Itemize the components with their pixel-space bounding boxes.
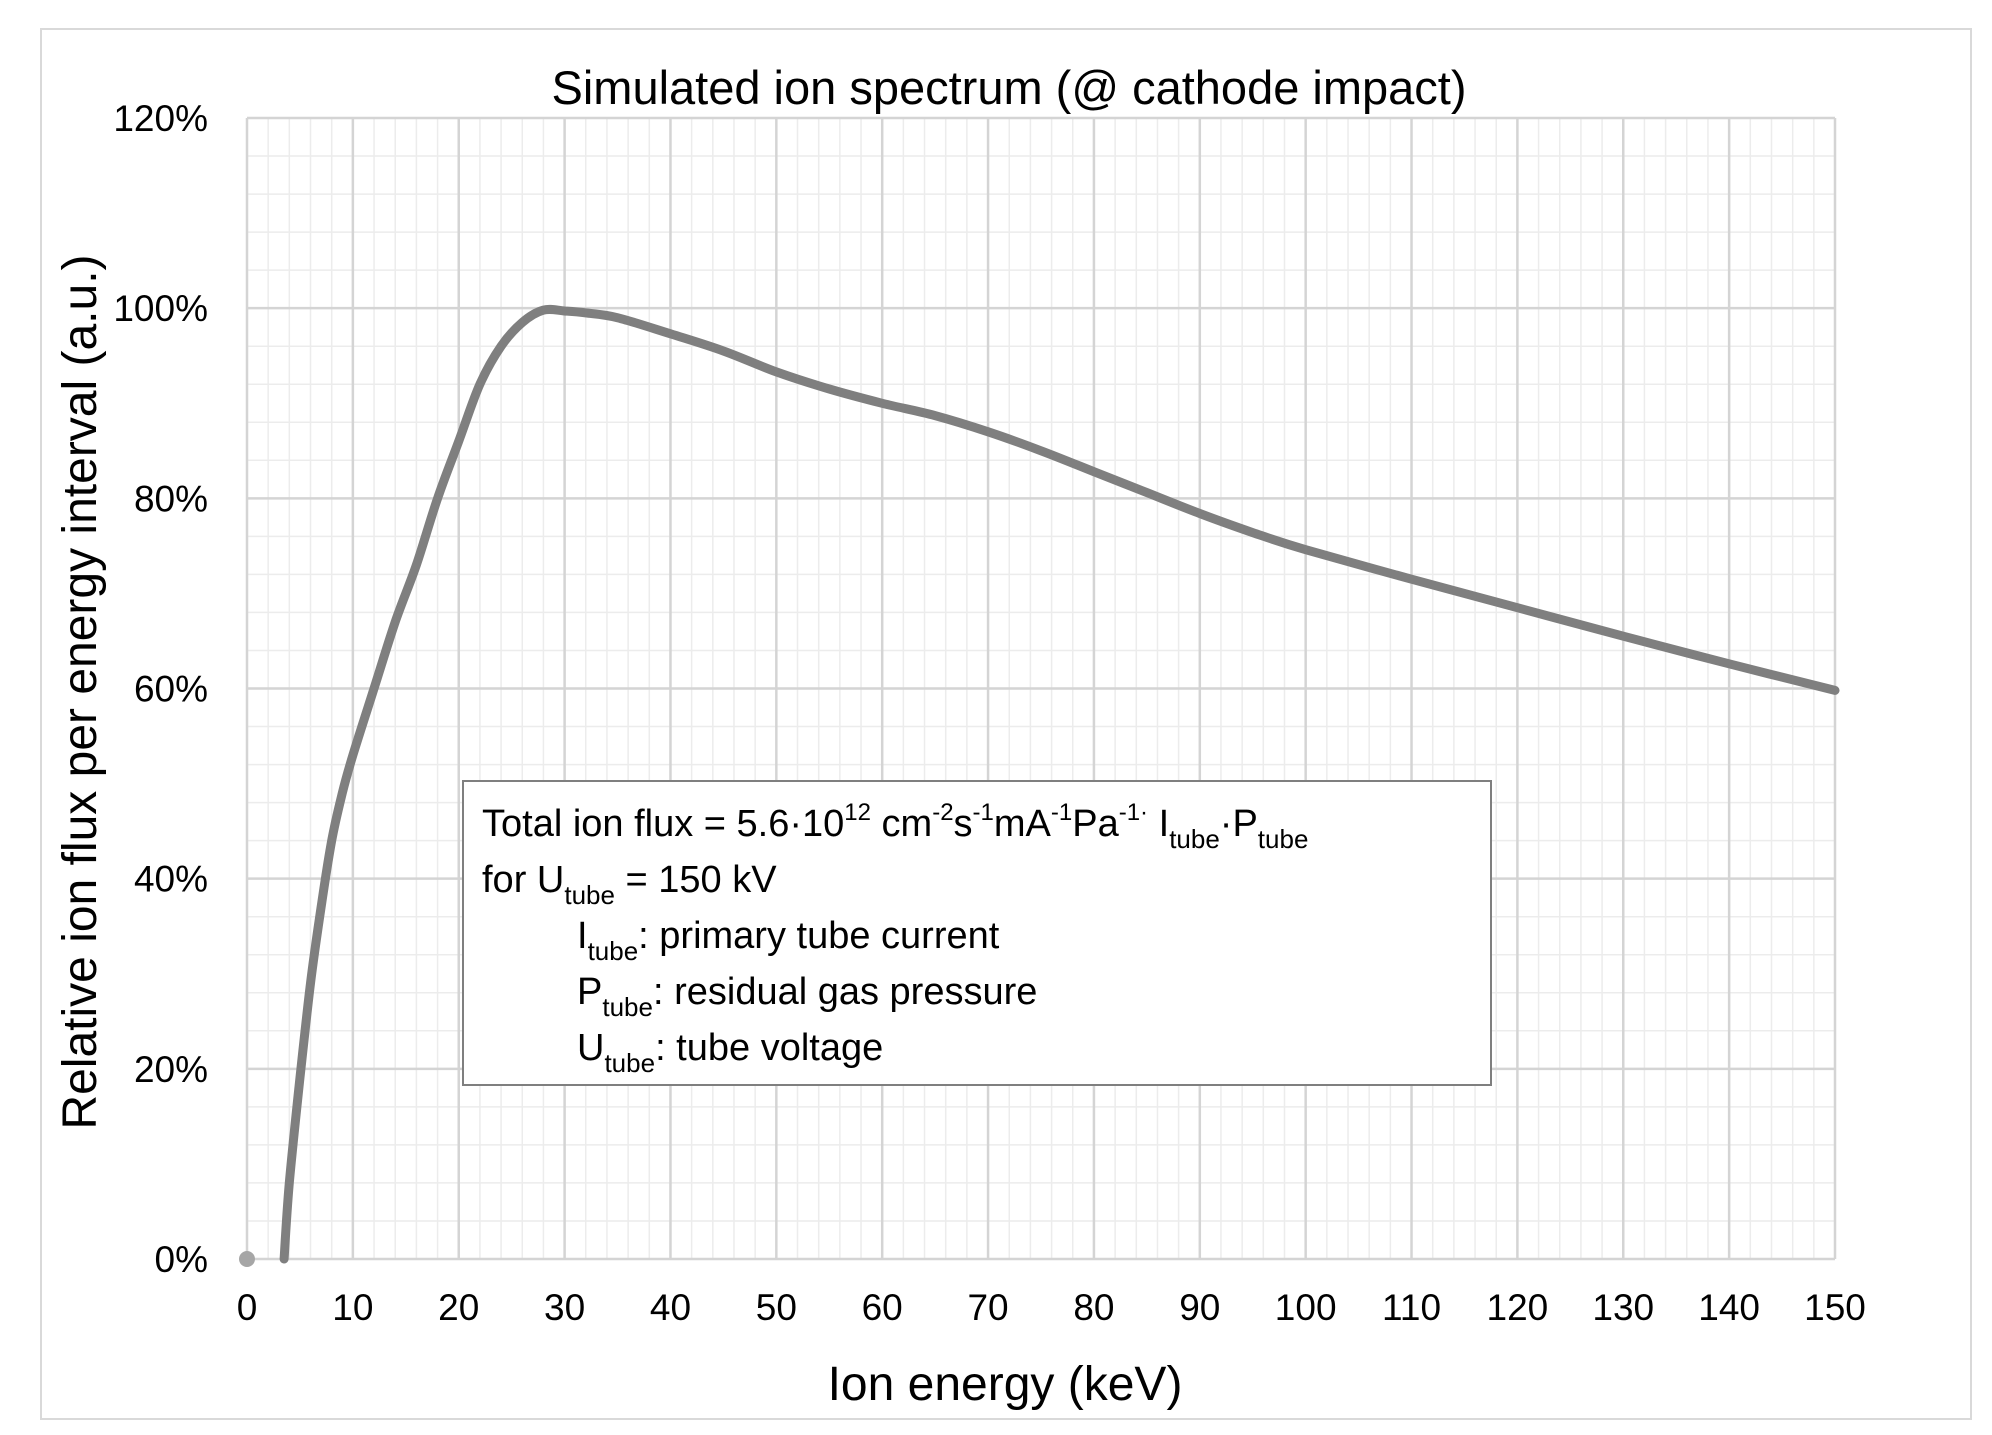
flux-sym1: I	[1148, 803, 1170, 845]
annotation-line-total-flux: Total ion flux = 5.6·1012 cm-2s-1mA-1Pa-…	[482, 796, 1472, 854]
x-axis-label: Ion energy (keV)	[828, 1358, 1183, 1411]
x-tick-label: 10	[332, 1287, 373, 1328]
series-line	[279, 304, 1840, 1264]
flux-unit3: mA	[993, 803, 1051, 845]
voltage-suffix: = 150 kV	[614, 859, 777, 901]
flux-mid: ·P	[1219, 803, 1258, 845]
y-tick-label: 80%	[134, 478, 208, 519]
x-tick-label: 120	[1487, 1287, 1549, 1328]
pressure-sub: tube	[602, 992, 653, 1022]
flux-exp2: -2	[932, 799, 954, 826]
current-sub: tube	[587, 936, 639, 966]
x-tick-label: 40	[650, 1287, 691, 1328]
y-axis-tick-labels: 0% 20% 40% 60% 80% 100% 120%	[113, 98, 208, 1280]
y-tick-label: 120%	[113, 98, 208, 139]
x-tick-label: 0	[237, 1287, 258, 1328]
x-tick-label: 100	[1275, 1287, 1337, 1328]
origin-marker-point	[239, 1251, 255, 1267]
flux-unit2: s	[953, 803, 973, 845]
x-tick-label: 110	[1382, 1287, 1441, 1328]
flux-exp5: -1·	[1118, 799, 1149, 826]
flux-unit4: Pa	[1072, 803, 1119, 845]
y-tick-label: 60%	[134, 669, 208, 710]
x-axis-tick-labels: 0 10 20 30 40 50 60 70 80 90 100 110 120 130 140 150	[237, 1287, 1866, 1328]
flux-sub1: tube	[1169, 824, 1220, 854]
x-tick-label: 50	[756, 1287, 797, 1328]
flux-sub2: tube	[1257, 824, 1309, 854]
pressure-text: : residual gas pressure	[652, 971, 1038, 1013]
x-tick-label: 60	[862, 1287, 903, 1328]
x-tick-label: 90	[1179, 1287, 1220, 1328]
y-tick-label: 20%	[134, 1049, 208, 1090]
flux-exp4: -1	[1050, 799, 1073, 826]
y-axis-label: Relative ion flux per energy interval (a…	[54, 254, 107, 1129]
y-tick-label: 100%	[113, 288, 208, 329]
current-sym: I	[577, 915, 588, 957]
annotation-line-voltage: for Utube = 150 kV	[482, 852, 1472, 908]
annotation-line-tube-voltage: Utube: tube voltage	[482, 1020, 1472, 1076]
x-tick-label: 70	[967, 1287, 1008, 1328]
flux-unit1: cm	[870, 803, 933, 845]
flux-exp1: 12	[844, 799, 871, 826]
x-tick-label: 140	[1698, 1287, 1760, 1328]
annotation-line-current: Itube: primary tube current	[482, 908, 1472, 964]
y-tick-label: 0%	[155, 1239, 208, 1280]
flux-exp3: -1	[972, 799, 994, 826]
chart-title: Simulated ion spectrum (@ cathode impact…	[552, 61, 1467, 114]
current-text: : primary tube current	[638, 915, 1000, 957]
voltage-prefix: for U	[482, 859, 565, 901]
flux-prefix: Total ion flux = 5.6·10	[482, 803, 845, 845]
tube-voltage-sym: U	[577, 1027, 605, 1069]
x-tick-label: 20	[438, 1287, 479, 1328]
tube-voltage-text: : tube voltage	[655, 1027, 884, 1069]
x-tick-label: 30	[544, 1287, 585, 1328]
x-tick-label: 130	[1592, 1287, 1654, 1328]
major-gridlines	[245, 116, 1837, 1261]
x-tick-label: 80	[1073, 1287, 1114, 1328]
pressure-sym: P	[577, 971, 603, 1013]
tube-voltage-sub: tube	[604, 1048, 656, 1078]
annotation-line-pressure: Ptube: residual gas pressure	[482, 964, 1472, 1020]
series-layer	[239, 304, 1840, 1267]
voltage-sub: tube	[564, 880, 615, 910]
y-tick-label: 40%	[134, 859, 208, 900]
x-tick-label: 150	[1804, 1287, 1866, 1328]
annotation-box: Total ion flux = 5.6·1012 cm-2s-1mA-1Pa-…	[462, 780, 1492, 1086]
